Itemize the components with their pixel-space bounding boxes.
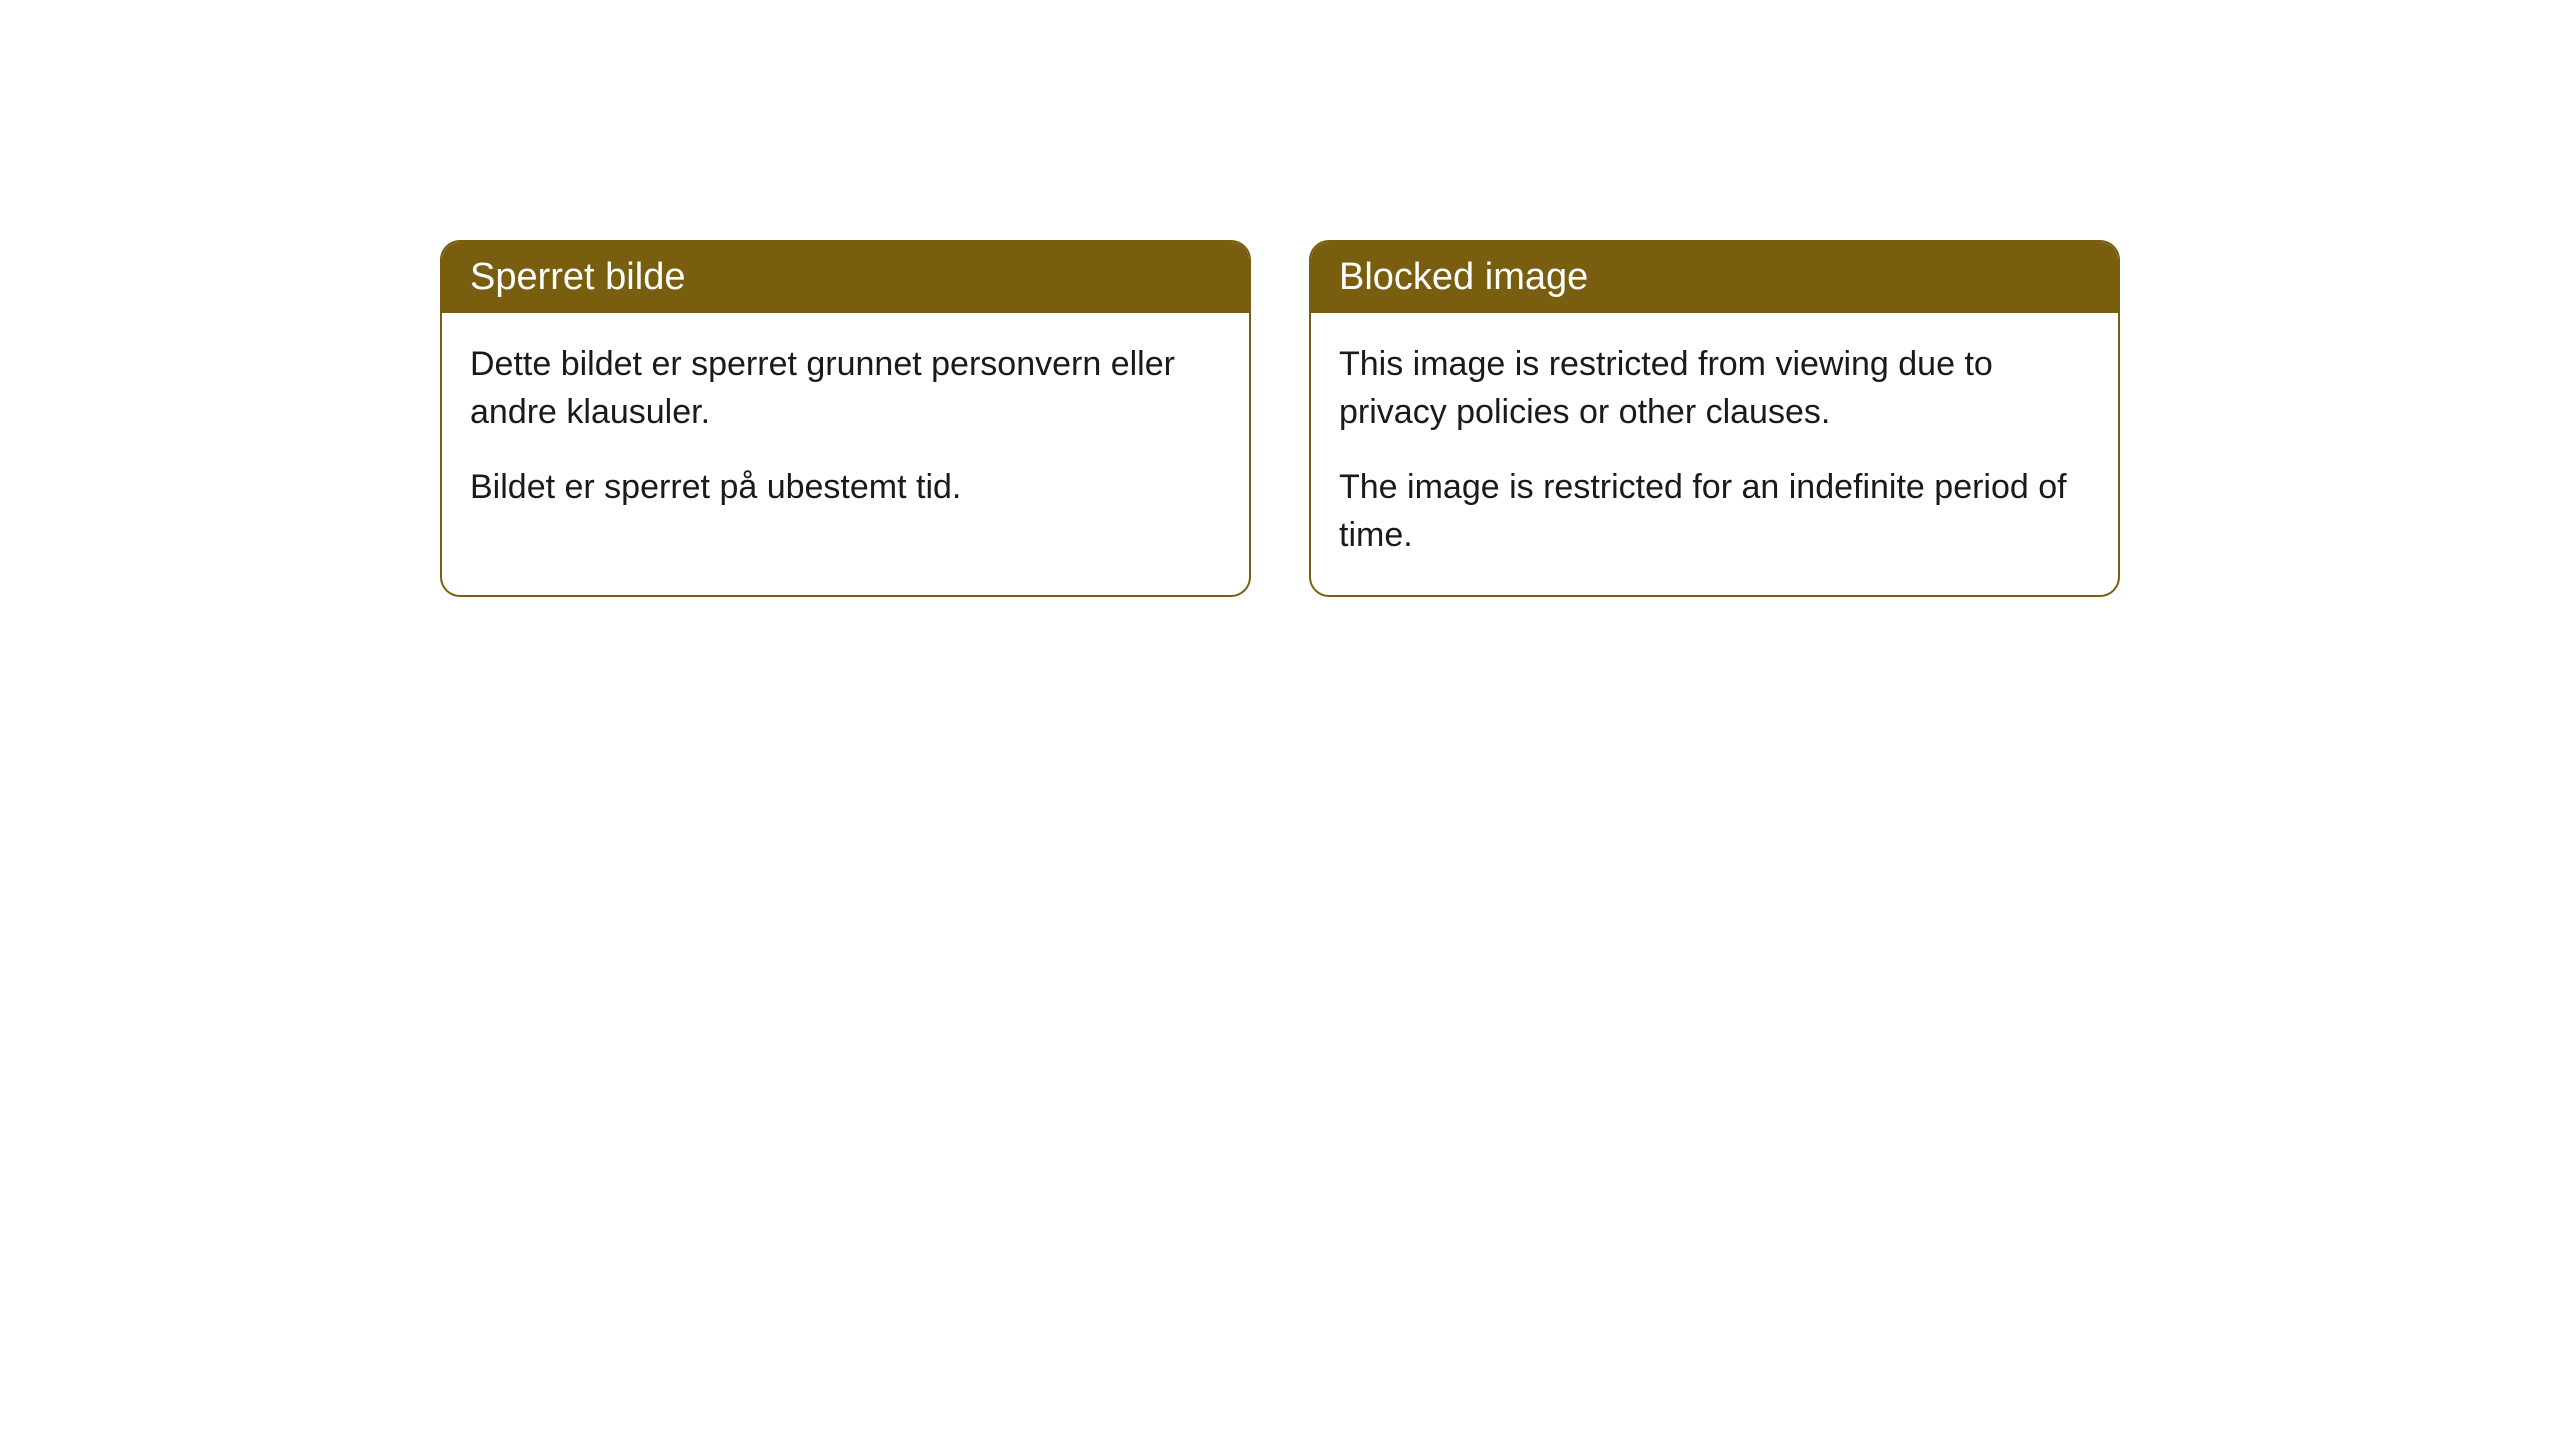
cards-container: Sperret bilde Dette bildet er sperret gr… [0, 240, 2560, 597]
card-body-english: This image is restricted from viewing du… [1311, 313, 2118, 595]
card-paragraph-english-1: This image is restricted from viewing du… [1339, 341, 2090, 436]
card-title-english: Blocked image [1339, 256, 1588, 298]
card-paragraph-english-2: The image is restricted for an indefinit… [1339, 464, 2090, 559]
card-paragraph-norwegian-1: Dette bildet er sperret grunnet personve… [470, 341, 1221, 436]
card-body-norwegian: Dette bildet er sperret grunnet personve… [442, 313, 1249, 548]
blocked-image-card-norwegian: Sperret bilde Dette bildet er sperret gr… [440, 240, 1251, 597]
card-paragraph-norwegian-2: Bildet er sperret på ubestemt tid. [470, 464, 1221, 512]
card-header-english: Blocked image [1311, 242, 2118, 313]
card-title-norwegian: Sperret bilde [470, 256, 685, 298]
blocked-image-card-english: Blocked image This image is restricted f… [1309, 240, 2120, 597]
card-header-norwegian: Sperret bilde [442, 242, 1249, 313]
